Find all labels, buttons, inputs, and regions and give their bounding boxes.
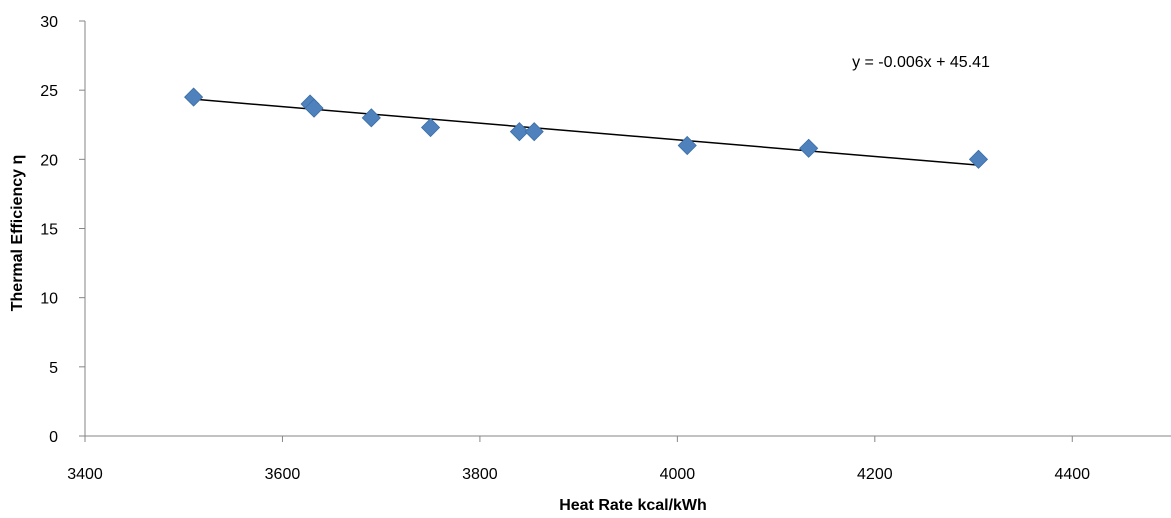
x-axis-ticks: 3400 3600 3800 4000 4200 4400: [67, 436, 1090, 483]
y-tick-label: 5: [49, 360, 58, 377]
data-point: [184, 87, 204, 107]
y-tick-label: 25: [40, 83, 58, 100]
x-tick-label: 4400: [1054, 466, 1090, 483]
trendline-equation: y = -0.006x + 45.41: [852, 54, 990, 71]
data-points: [184, 87, 989, 169]
y-tick-label: 10: [40, 291, 58, 308]
x-tick-label: 3400: [67, 466, 103, 483]
data-point: [509, 122, 529, 142]
y-tick-label: 15: [40, 222, 58, 239]
data-point: [420, 117, 441, 138]
data-point: [677, 135, 697, 156]
y-tick-label: 20: [40, 152, 58, 169]
x-tick-label: 4000: [660, 466, 696, 483]
y-axis-ticks: 0 5 10 15 20 25 30: [40, 14, 85, 446]
data-point: [304, 98, 324, 118]
y-tick-label: 0: [49, 429, 58, 446]
y-tick-label: 30: [40, 14, 58, 31]
data-point: [524, 122, 544, 142]
trendline: [193, 98, 979, 166]
x-tick-label: 3800: [462, 466, 498, 483]
data-point: [799, 138, 819, 158]
data-point: [361, 108, 381, 128]
axes: [84, 21, 1171, 437]
y-axis-title: Thermal Efficiency η: [9, 155, 26, 312]
data-point: [968, 149, 989, 169]
trendline-layer: [193, 98, 979, 166]
x-axis-title: Heat Rate kcal/kWh: [559, 497, 707, 514]
x-tick-label: 3600: [265, 466, 301, 483]
x-tick-label: 4200: [857, 466, 893, 483]
